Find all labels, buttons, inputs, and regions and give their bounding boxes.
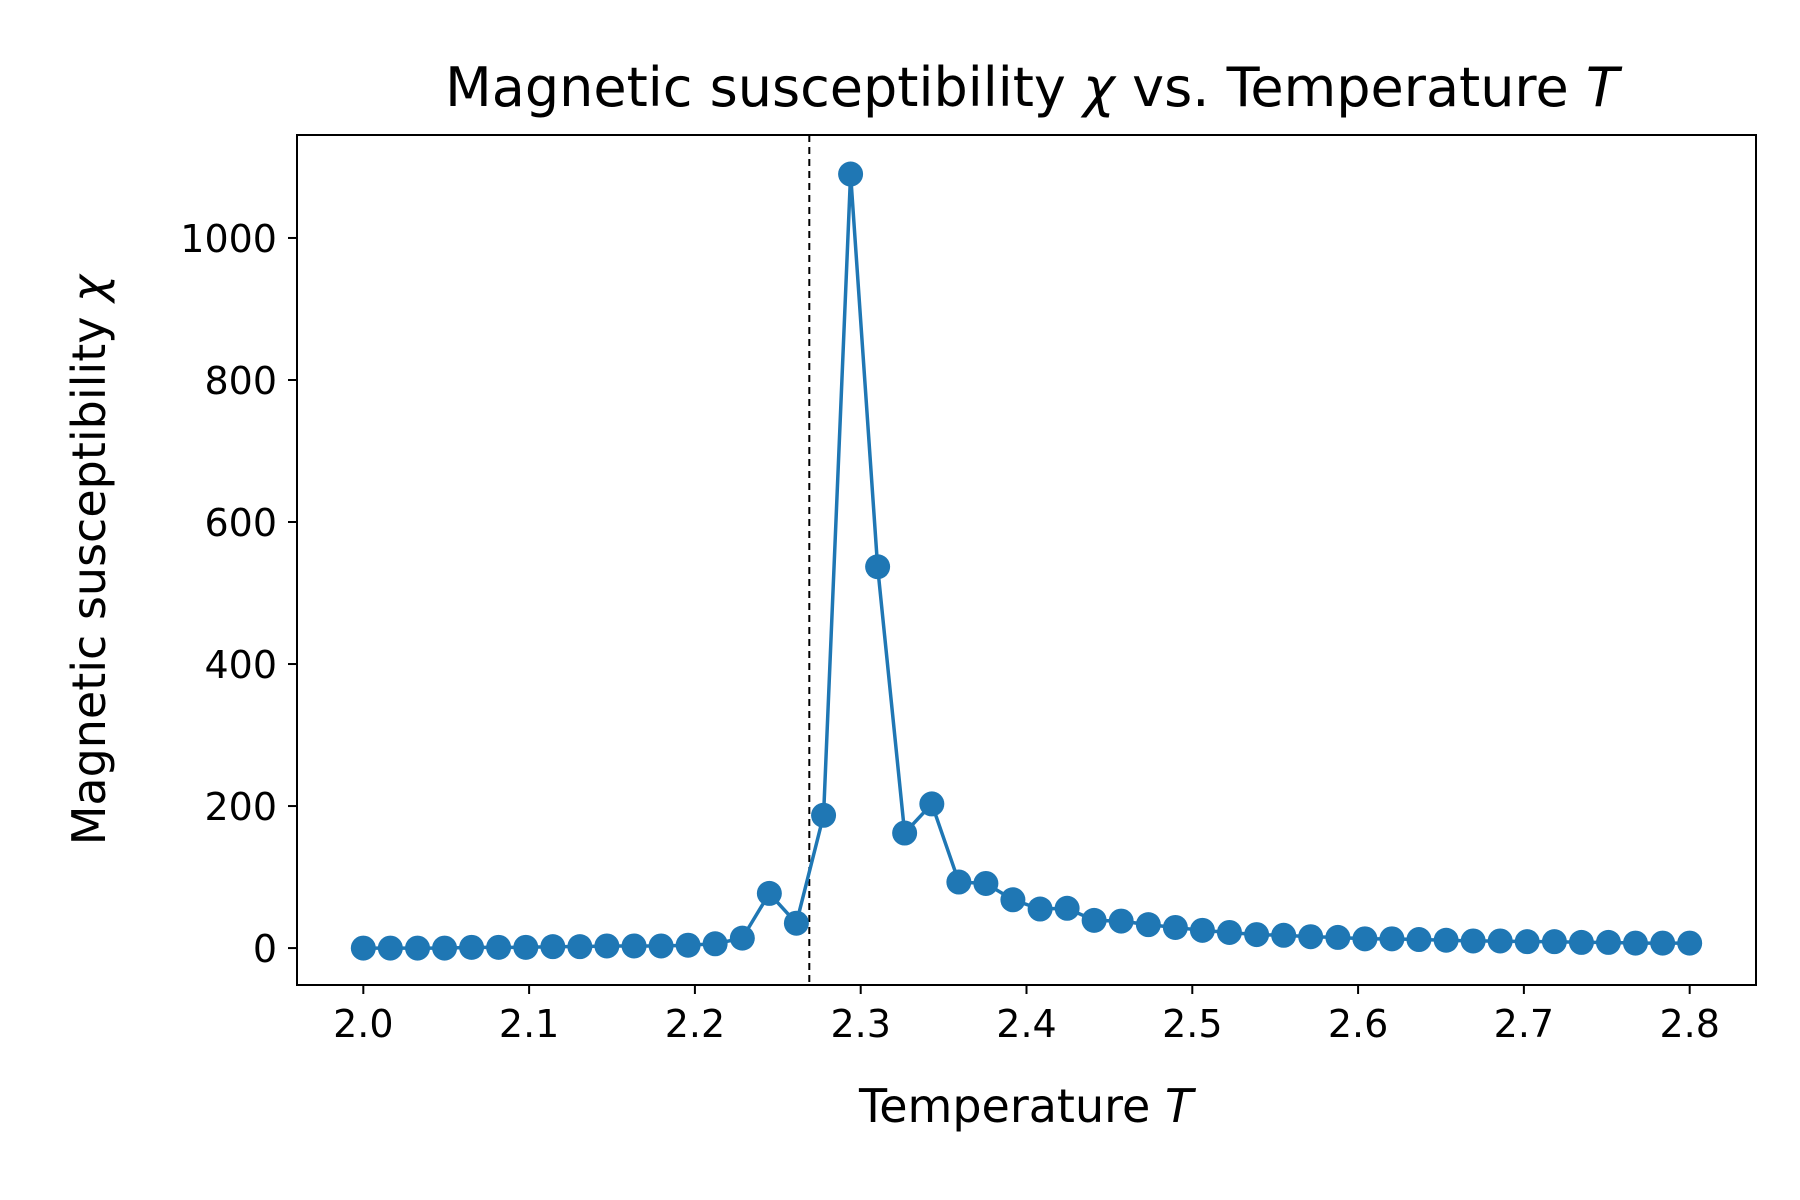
y-tick-label: 600 [204,501,277,545]
data-point [567,934,593,960]
data-point [1135,912,1161,938]
y-tick-label: 0 [253,927,277,971]
data-point [1325,924,1351,950]
data-point [729,925,755,951]
y-tick-label: 400 [204,643,277,687]
data-point [486,934,512,960]
x-tick-label: 2.2 [665,1002,725,1046]
data-point [1244,922,1270,948]
data-point [1352,926,1378,952]
data-point [1541,929,1567,955]
data-point [1406,927,1432,953]
data-point [838,161,864,187]
y-axis-label: Magnetic susceptibility χ [62,273,116,845]
data-point [1460,928,1486,954]
x-tick-label: 2.3 [830,1002,890,1046]
data-point [1189,917,1215,943]
plot-area [350,135,1703,985]
data-point [1514,929,1540,955]
data-point [1595,929,1621,955]
data-point [811,802,837,828]
chart-title: Magnetic susceptibility χ vs. Temperatur… [445,56,1623,119]
data-point [865,554,891,580]
data-point [1027,896,1053,922]
axes-ticks: 2.0 2.1 2.2 2.3 2.4 2.5 2.6 2.7 2.8 0 200 400 600 800… [180,217,1720,1046]
y-tick-label: 1000 [180,217,277,261]
data-point [1054,895,1080,921]
data-point [1487,928,1513,954]
data-point [594,933,620,959]
x-tick-label: 2.5 [1162,1002,1222,1046]
data-point [405,935,431,961]
data-point [1271,922,1297,948]
data-point [919,791,945,817]
data-point [756,880,782,906]
data-point [783,910,809,936]
data-point [513,934,539,960]
y-tick-label: 800 [204,359,277,403]
data-point [946,869,972,895]
data-point [1433,927,1459,953]
data-point [1677,930,1703,956]
x-tick-label: 2.7 [1494,1002,1554,1046]
data-point [1081,907,1107,933]
data-point [1108,908,1134,934]
data-point [1622,930,1648,956]
data-point [377,935,403,961]
data-point [1298,924,1324,950]
data-point [675,932,701,958]
x-axis-label: Temperature T [858,1079,1197,1133]
data-point [1000,887,1026,913]
axes-frame [296,134,1757,986]
data-point [621,933,647,959]
data-point [973,870,999,896]
y-tick-label: 200 [204,785,277,829]
data-point [1379,926,1405,952]
x-tick-label: 2.0 [333,1002,393,1046]
data-point [350,935,376,961]
x-tick-label: 2.4 [996,1002,1056,1046]
data-point [459,934,485,960]
data-point [648,933,674,959]
data-point [702,931,728,957]
x-tick-label: 2.6 [1328,1002,1388,1046]
data-point [540,934,566,960]
data-point [1650,930,1676,956]
x-tick-label: 2.8 [1659,1002,1719,1046]
data-point [1216,919,1242,945]
x-tick-label: 2.1 [499,1002,559,1046]
data-point [1162,914,1188,940]
data-point [892,820,918,846]
data-point [1568,929,1594,955]
data-point [432,935,458,961]
